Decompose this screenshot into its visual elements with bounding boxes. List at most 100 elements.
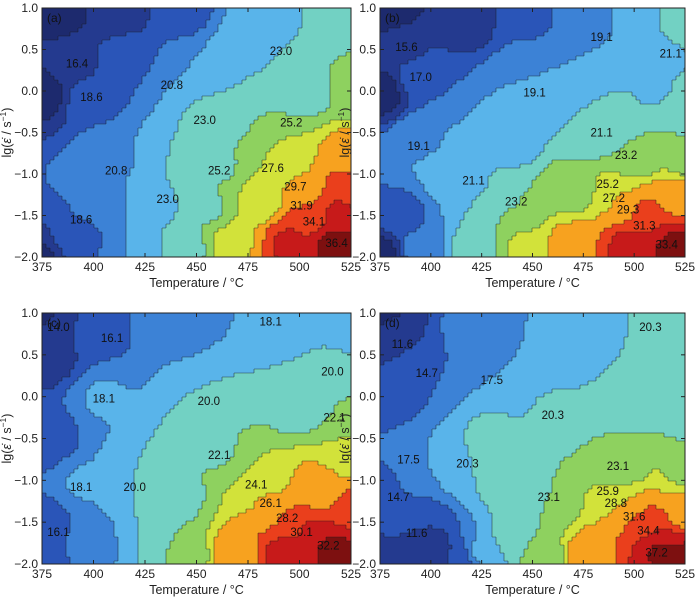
contour-label: 29.7 [284,181,306,193]
x-tick-label: 475 [238,567,258,581]
contour-label: 25.2 [208,166,230,178]
contour-label: 16.1 [47,527,69,539]
y-tick-label: −1.5 [14,515,38,529]
contour-label: 18.6 [80,92,102,104]
contour-label: 25.2 [280,118,302,130]
contour-label: 20.3 [456,459,478,471]
x-axis-title: Temperature / °C [485,583,580,597]
contour-label: 14.7 [387,492,409,504]
y-tick-label: 0.5 [21,43,38,57]
x-tick-label: 500 [624,567,644,581]
y-axis-title: lg(ε̇ / s−1) [0,414,14,464]
y-tick-label: −0.5 [14,432,38,446]
contour-label: 22.1 [208,450,230,462]
y-axis-title: lg(ε̇ / s−1) [336,414,352,464]
x-tick-label: 425 [135,567,155,581]
y-tick-label: −2.0 [352,557,376,571]
contour-label: 32.2 [317,541,339,553]
contour-label: 23.2 [615,150,637,162]
contour-label: 21.1 [660,49,682,61]
contour-label: 18.1 [93,393,115,405]
panel-3: 14.0 16.1 18.1 20.0 18.1 20.0 22.1 22.1 18.1 20.0… [0,306,361,597]
contour-label: 17.5 [397,454,419,466]
y-tick-label: 1.0 [359,306,376,320]
contour-label: 37.2 [645,547,667,559]
contour-label: 18.6 [70,215,92,227]
y-tick-label: 0.0 [21,390,38,404]
y-tick-label: −1.0 [14,473,38,487]
x-tick-label: 425 [472,260,492,274]
x-tick-label: 375 [370,567,390,581]
contour-label: 11.6 [392,339,414,351]
y-tick-label: −0.5 [352,432,376,446]
contour-label: 24.1 [245,480,267,492]
x-tick-label: 400 [83,567,103,581]
y-tick-label: 0.5 [21,348,38,362]
y-axis-title: lg(ε̇ / s−1) [0,108,14,158]
contour-label: 16.1 [101,333,123,345]
y-tick-label: 1.0 [21,306,38,320]
contour-label: 20.0 [198,396,220,408]
x-tick-label: 500 [624,260,644,274]
contour-label: 31.6 [623,511,645,523]
x-tick-label: 425 [472,567,492,581]
y-tick-label: −1.5 [352,515,376,529]
contour-label: 17.0 [409,72,431,84]
contour-label: 23.2 [505,196,527,208]
contour-label: 20.8 [105,166,127,178]
x-tick-label: 500 [289,260,309,274]
contour-label: 16.4 [66,59,89,71]
contour-label: 34.1 [303,216,325,228]
x-tick-label: 475 [238,260,258,274]
contour-label: 36.4 [325,238,348,250]
y-tick-label: −1.5 [352,209,376,223]
contour-label: 21.1 [462,176,484,188]
contour-label: 28.8 [605,498,627,510]
y-tick-label: 0.5 [359,348,376,362]
contour-label: 29.3 [617,205,639,217]
contour-fill [42,313,351,564]
contour-label: 30.1 [290,527,312,539]
contour-fill [380,8,685,257]
y-tick-label: 1.0 [21,1,38,15]
x-tick-label: 450 [522,260,542,274]
contour-label: 20.3 [639,322,661,334]
contour-label: 20.0 [124,482,146,494]
y-tick-label: −1.5 [14,209,38,223]
contour-label: 20.0 [321,367,343,379]
x-tick-label: 425 [135,260,155,274]
y-tick-label: −1.0 [14,167,38,181]
x-tick-label: 500 [289,567,309,581]
x-tick-label: 475 [573,260,593,274]
contour-label: 11.6 [406,528,428,540]
contour-label: 23.0 [270,46,292,58]
y-tick-label: −0.5 [14,126,38,140]
contour-label: 31.9 [290,201,312,213]
contour-label: 19.1 [523,88,545,100]
y-tick-label: −1.0 [352,473,376,487]
x-tick-label: 375 [32,260,52,274]
contour-label: 23.0 [194,115,216,127]
contour-label: 34.4 [637,526,660,538]
panel-tag: (c) [47,316,61,330]
x-tick-label: 400 [421,260,441,274]
contour-label: 17.5 [481,375,503,387]
x-tick-label: 525 [675,567,695,581]
contour-label: 23.1 [607,461,629,473]
x-tick-label: 450 [186,260,206,274]
contour-label: 22.1 [323,413,345,425]
y-tick-label: −0.5 [352,126,376,140]
contour-lines [380,8,685,257]
contour-label: 14.0 [47,322,69,334]
x-tick-label: 400 [83,260,103,274]
contour-label: 33.4 [656,240,679,252]
x-axis-title: Temperature / °C [485,276,580,290]
contour-label: 31.3 [633,220,655,232]
contour-label: 15.6 [395,42,417,54]
panel-2: 15.617.019.121.119.121.119.123.221.1 25.2… [336,1,695,290]
panel-tag: (a) [47,11,62,25]
x-axis-title: Temperature / °C [149,276,244,290]
x-tick-label: 525 [341,567,361,581]
